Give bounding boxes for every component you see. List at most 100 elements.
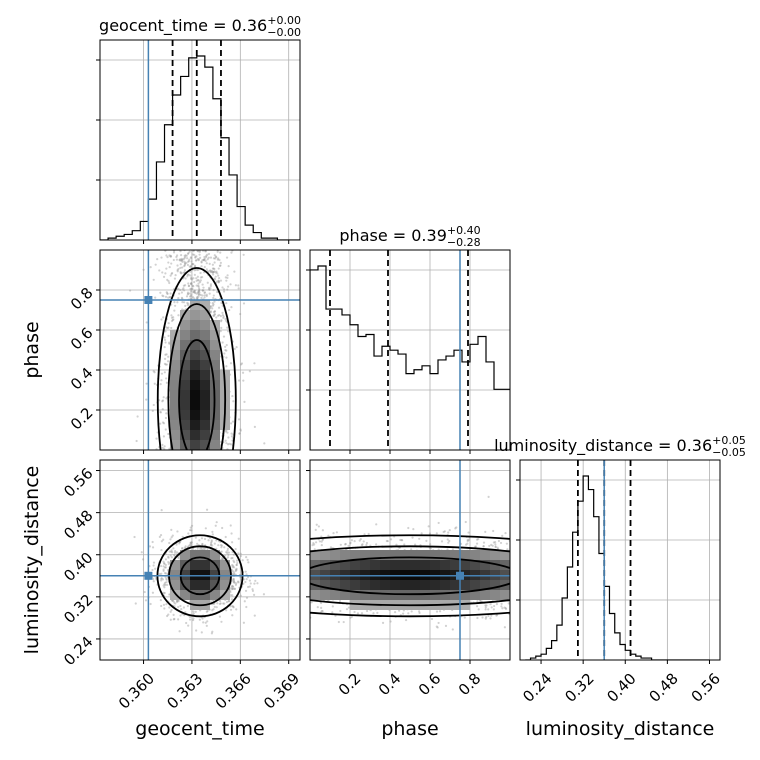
sample-point (197, 289, 201, 292)
sample-point (197, 290, 200, 294)
sample-point (220, 544, 224, 547)
sample-point (189, 282, 193, 285)
sample-point (215, 547, 218, 550)
sample-point (181, 266, 184, 269)
sample-point (165, 577, 168, 580)
sample-point (192, 610, 195, 613)
sample-point (133, 535, 136, 539)
sample-point (160, 379, 163, 382)
title-luminosity_distance: luminosity_distance = 0.36 +0.05−0.05 (494, 434, 746, 459)
sample-point (235, 608, 238, 611)
title-text: phase = 0.39 (339, 226, 446, 245)
sample-point (154, 296, 157, 299)
sample-point (163, 336, 166, 339)
sample-point (225, 442, 228, 445)
density-cell (190, 390, 200, 400)
sample-point (212, 310, 216, 314)
sample-point (215, 270, 218, 273)
sample-point (172, 600, 175, 603)
sample-point (347, 544, 350, 547)
sample-point (224, 430, 228, 433)
sample-point (167, 562, 170, 565)
sample-point (477, 608, 480, 611)
sample-point (344, 543, 347, 546)
density-cell (220, 570, 230, 580)
sample-point (221, 526, 224, 530)
sample-point (251, 589, 255, 593)
sample-point (203, 294, 206, 297)
sample-point (164, 341, 167, 344)
sample-point (175, 551, 179, 554)
sample-point (167, 355, 170, 358)
sample-point (173, 309, 176, 312)
sample-point (165, 267, 168, 270)
diag-panel-luminosity_distance: luminosity_distance = 0.36 +0.05−0.05 (494, 434, 746, 664)
sample-point (386, 539, 389, 543)
sample-point (488, 544, 491, 548)
sample-point (407, 612, 410, 615)
sample-point (219, 558, 223, 561)
sample-point (216, 250, 219, 253)
sample-point (504, 607, 508, 611)
title-phase: phase = 0.39 +0.40−0.28 (339, 224, 480, 249)
sample-point (196, 275, 199, 278)
sample-point (211, 267, 215, 270)
sample-point (174, 602, 177, 605)
sample-point (214, 271, 218, 274)
title-sup: +0.40 (447, 224, 481, 237)
sample-point (185, 295, 189, 298)
sample-point (234, 547, 237, 551)
sample-point (176, 254, 179, 257)
sample-point (233, 270, 236, 273)
sample-point (219, 314, 222, 318)
sample-point (239, 363, 243, 366)
density-cell (170, 420, 180, 430)
sample-point (221, 341, 224, 344)
density-cell (200, 560, 210, 570)
sample-point (162, 603, 166, 606)
sample-point (162, 568, 165, 571)
sample-point (194, 268, 197, 271)
sample-point (200, 537, 204, 540)
sample-point (192, 618, 195, 622)
sample-point (412, 528, 415, 531)
sample-point (201, 283, 204, 286)
title-geocent_time: geocent_time = 0.36 +0.00−0.00 (99, 14, 301, 39)
sample-point (179, 258, 182, 261)
sample-point (197, 292, 200, 295)
sample-point (144, 599, 148, 602)
sample-point (455, 526, 458, 529)
sample-point (187, 260, 190, 263)
sample-point (172, 258, 175, 262)
sample-point (236, 580, 240, 583)
density-cell (210, 430, 220, 440)
sample-point (223, 352, 226, 355)
title-sup: +0.05 (712, 434, 746, 447)
density-cell (210, 590, 220, 600)
sample-point (171, 271, 174, 275)
sample-point (232, 400, 235, 403)
sample-point (427, 525, 430, 528)
sample-point (160, 509, 163, 512)
sample-point (203, 257, 206, 260)
sample-point (435, 625, 438, 628)
sample-point (218, 258, 221, 262)
truth-marker (144, 296, 153, 304)
sample-point (203, 537, 207, 541)
sample-point (232, 578, 235, 582)
sample-point (482, 545, 485, 548)
sample-point (183, 546, 186, 549)
sample-point (209, 305, 213, 308)
sample-point (311, 544, 314, 547)
sample-point (466, 542, 469, 545)
sample-point (161, 578, 165, 581)
sample-point (230, 432, 233, 435)
sample-point (196, 542, 199, 545)
sample-point (399, 538, 402, 542)
sample-point (171, 599, 174, 602)
sample-point (189, 295, 192, 298)
sample-point (161, 294, 164, 297)
sample-point (180, 607, 183, 611)
sample-point (168, 541, 171, 545)
sample-point (217, 280, 220, 283)
